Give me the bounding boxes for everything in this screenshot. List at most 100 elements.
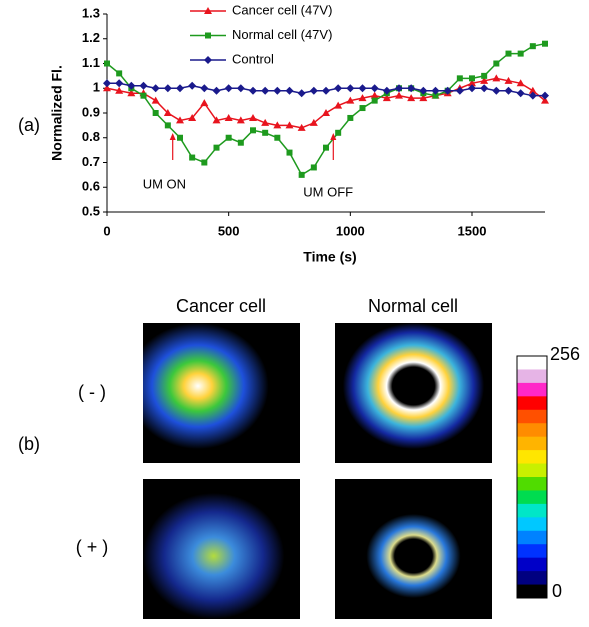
- marker: [212, 86, 221, 95]
- marker: [358, 94, 367, 102]
- colorbar-step: [517, 584, 547, 599]
- marker: [225, 134, 232, 141]
- marker: [163, 84, 172, 93]
- marker: [322, 109, 330, 116]
- marker: [309, 86, 318, 95]
- marker: [188, 113, 197, 121]
- marker: [164, 122, 171, 129]
- marker: [468, 79, 476, 87]
- row-label: ( - ): [78, 382, 106, 402]
- marker: [346, 96, 355, 104]
- y-tick-label: 1.3: [82, 5, 100, 20]
- marker: [492, 86, 501, 95]
- marker: [189, 154, 196, 161]
- marker: [504, 86, 513, 95]
- marker: [237, 139, 244, 146]
- annotation-arrowhead: [169, 133, 176, 140]
- marker: [262, 129, 269, 136]
- marker: [334, 101, 343, 109]
- panel-label: (a): [18, 115, 40, 135]
- colorbar-step: [517, 369, 547, 384]
- annotation: UM OFF: [303, 184, 353, 199]
- image-normal-treated: [335, 479, 492, 619]
- marker: [358, 84, 367, 93]
- marker: [517, 50, 524, 57]
- x-tick-label: 1000: [336, 223, 365, 238]
- colorbar-step: [517, 530, 547, 545]
- colorbar-step: [517, 356, 547, 370]
- marker: [115, 86, 124, 94]
- marker: [432, 92, 439, 99]
- marker: [176, 84, 184, 93]
- x-tick-label: 0: [103, 223, 110, 238]
- colorbar-step: [517, 544, 547, 559]
- marker: [285, 121, 294, 129]
- marker: [127, 81, 136, 90]
- image-cancer-treated: [143, 479, 300, 619]
- marker: [204, 56, 212, 64]
- marker: [213, 144, 220, 151]
- marker: [504, 76, 513, 84]
- marker: [347, 114, 354, 121]
- column-label: Normal cell: [368, 296, 458, 316]
- x-axis-label: Time (s): [303, 249, 356, 265]
- marker: [236, 116, 245, 124]
- panel-label: (b): [18, 434, 40, 454]
- marker: [431, 86, 440, 95]
- image-cancer-untreated: [143, 323, 300, 463]
- y-tick-label: 0.5: [82, 203, 100, 218]
- marker: [200, 84, 209, 93]
- marker: [224, 113, 233, 121]
- colorbar-step: [517, 517, 547, 532]
- marker: [395, 91, 403, 99]
- marker: [127, 89, 136, 97]
- marker: [481, 72, 488, 79]
- marker: [261, 118, 270, 126]
- colorbar-step: [517, 557, 547, 572]
- legend-label: Cancer cell (47V): [232, 2, 332, 17]
- image-normal-untreated: [335, 323, 492, 463]
- marker: [201, 159, 208, 166]
- marker: [116, 70, 123, 77]
- marker: [224, 84, 233, 93]
- marker: [274, 134, 281, 141]
- y-tick-label: 0.7: [82, 154, 100, 169]
- marker: [151, 96, 160, 104]
- marker: [407, 94, 416, 102]
- marker: [103, 84, 111, 92]
- y-tick-label: 1.1: [82, 55, 100, 70]
- marker: [407, 84, 416, 93]
- marker: [516, 89, 525, 98]
- marker: [419, 86, 428, 95]
- marker: [310, 164, 317, 171]
- marker: [200, 99, 209, 107]
- colorbar: [516, 355, 548, 599]
- marker: [382, 86, 391, 95]
- marker: [505, 50, 512, 57]
- marker: [176, 116, 184, 124]
- marker: [493, 60, 500, 67]
- marker: [261, 86, 270, 95]
- y-tick-label: 0.8: [82, 129, 100, 144]
- colorbar-step: [517, 477, 547, 491]
- series-line: [106, 77, 546, 129]
- colorbar-step: [517, 396, 547, 411]
- annotation-arrowhead: [330, 133, 337, 140]
- marker: [151, 84, 160, 93]
- marker: [419, 94, 428, 102]
- colorbar-min: 0: [552, 581, 562, 601]
- marker: [541, 91, 549, 100]
- marker: [480, 76, 489, 84]
- marker: [205, 32, 211, 39]
- marker: [529, 43, 536, 50]
- colorbar-step: [517, 409, 547, 424]
- marker: [139, 81, 148, 90]
- marker: [492, 74, 501, 82]
- marker: [382, 94, 391, 102]
- marker: [456, 75, 463, 82]
- marker: [285, 86, 294, 95]
- colorbar-step: [517, 436, 547, 451]
- colorbar-step: [517, 571, 547, 586]
- marker: [528, 86, 537, 94]
